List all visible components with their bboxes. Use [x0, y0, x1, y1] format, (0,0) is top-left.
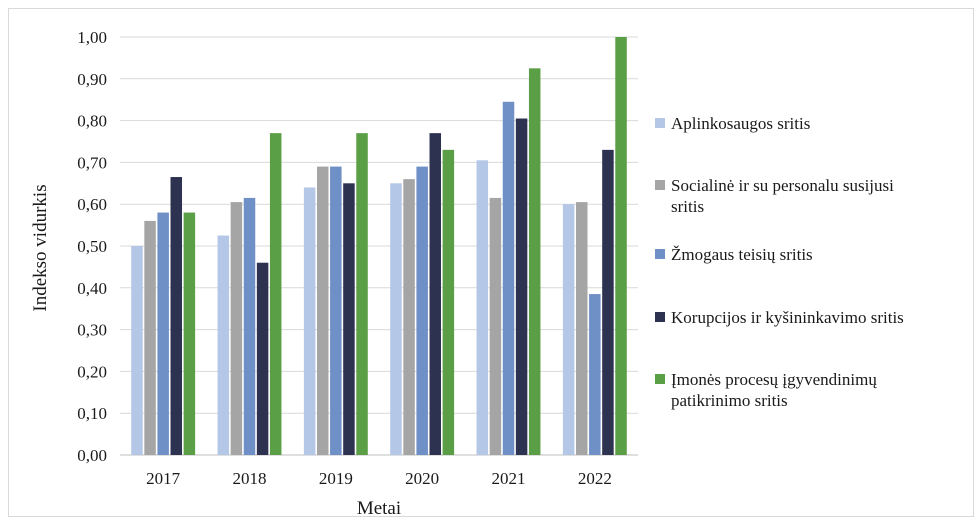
bar [157, 212, 169, 455]
bar [575, 202, 588, 455]
bar [303, 187, 316, 456]
y-tick-label: 0,10 [77, 404, 107, 423]
bar [243, 197, 256, 455]
y-tick-label: 0,40 [77, 279, 107, 298]
bar [562, 204, 575, 455]
y-tick-label: 0,00 [77, 446, 107, 465]
bar [356, 133, 368, 455]
gridlines [120, 36, 638, 456]
bar [602, 149, 614, 456]
bar [256, 262, 269, 455]
legend-label: Žmogaus teisių sritis [671, 245, 813, 264]
x-tick-label: 2019 [319, 469, 353, 488]
y-tick-label: 0,50 [77, 237, 107, 256]
x-tick-label: 2022 [578, 469, 612, 488]
bar [217, 235, 230, 455]
x-tick-label: 2021 [492, 469, 526, 488]
x-tick-labels: 2017 2018 2019 2020 2021 2022 [146, 469, 612, 488]
bar [429, 133, 442, 455]
x-tick-label: 2020 [405, 469, 439, 488]
legend-label: sritis [671, 197, 704, 216]
bar [502, 101, 515, 455]
x-tick-label: 2017 [146, 469, 181, 488]
bar [416, 166, 428, 455]
bar [269, 133, 282, 455]
bar [515, 118, 528, 455]
bar [615, 37, 627, 455]
legend-label: Korupcijos ir kyšininkavimo sritis [671, 308, 904, 327]
legend: Aplinkosaugos sritis Socialinė ir su pers… [655, 114, 904, 410]
bar [489, 197, 502, 455]
y-tick-labels: 0,00 0,10 0,20 0,30 0,40 0,50 0,60 0,70 0,80 0,90… [77, 28, 107, 465]
bar [476, 160, 489, 455]
y-tick-label: 0,30 [77, 321, 107, 340]
bar [528, 68, 541, 455]
legend-swatch [655, 312, 665, 322]
bar [390, 183, 402, 456]
bar [170, 177, 183, 455]
bar [144, 220, 156, 455]
legend-swatch [655, 374, 665, 384]
y-axis-title: Indekso vidurkis [30, 184, 51, 311]
bar [343, 183, 355, 456]
bar [316, 166, 329, 455]
bar [183, 212, 196, 455]
y-tick-label: 0,60 [77, 195, 107, 214]
bar [442, 149, 455, 456]
bar [403, 179, 415, 455]
y-tick-label: 1,00 [77, 28, 107, 47]
y-tick-label: 0,80 [77, 112, 107, 131]
bar [330, 166, 342, 455]
y-tick-label: 0,70 [77, 153, 107, 172]
legend-label: Aplinkosaugos sritis [671, 114, 810, 133]
bar [589, 294, 601, 455]
bar [131, 246, 143, 455]
x-axis-title: Metai [357, 498, 401, 519]
legend-label: Socialinė ir su personalu susijusi [671, 176, 894, 195]
y-tick-label: 0,20 [77, 362, 107, 381]
legend-swatch [655, 118, 665, 128]
y-tick-label: 0,90 [77, 70, 107, 89]
legend-label: patikrinimo sritis [671, 391, 788, 410]
x-tick-label: 2018 [233, 469, 267, 488]
bar [230, 202, 243, 455]
legend-label: Įmonės procesų įgyvendinimų [671, 370, 877, 389]
legend-swatch [655, 249, 665, 259]
legend-swatch [655, 180, 665, 190]
bars [131, 37, 627, 456]
